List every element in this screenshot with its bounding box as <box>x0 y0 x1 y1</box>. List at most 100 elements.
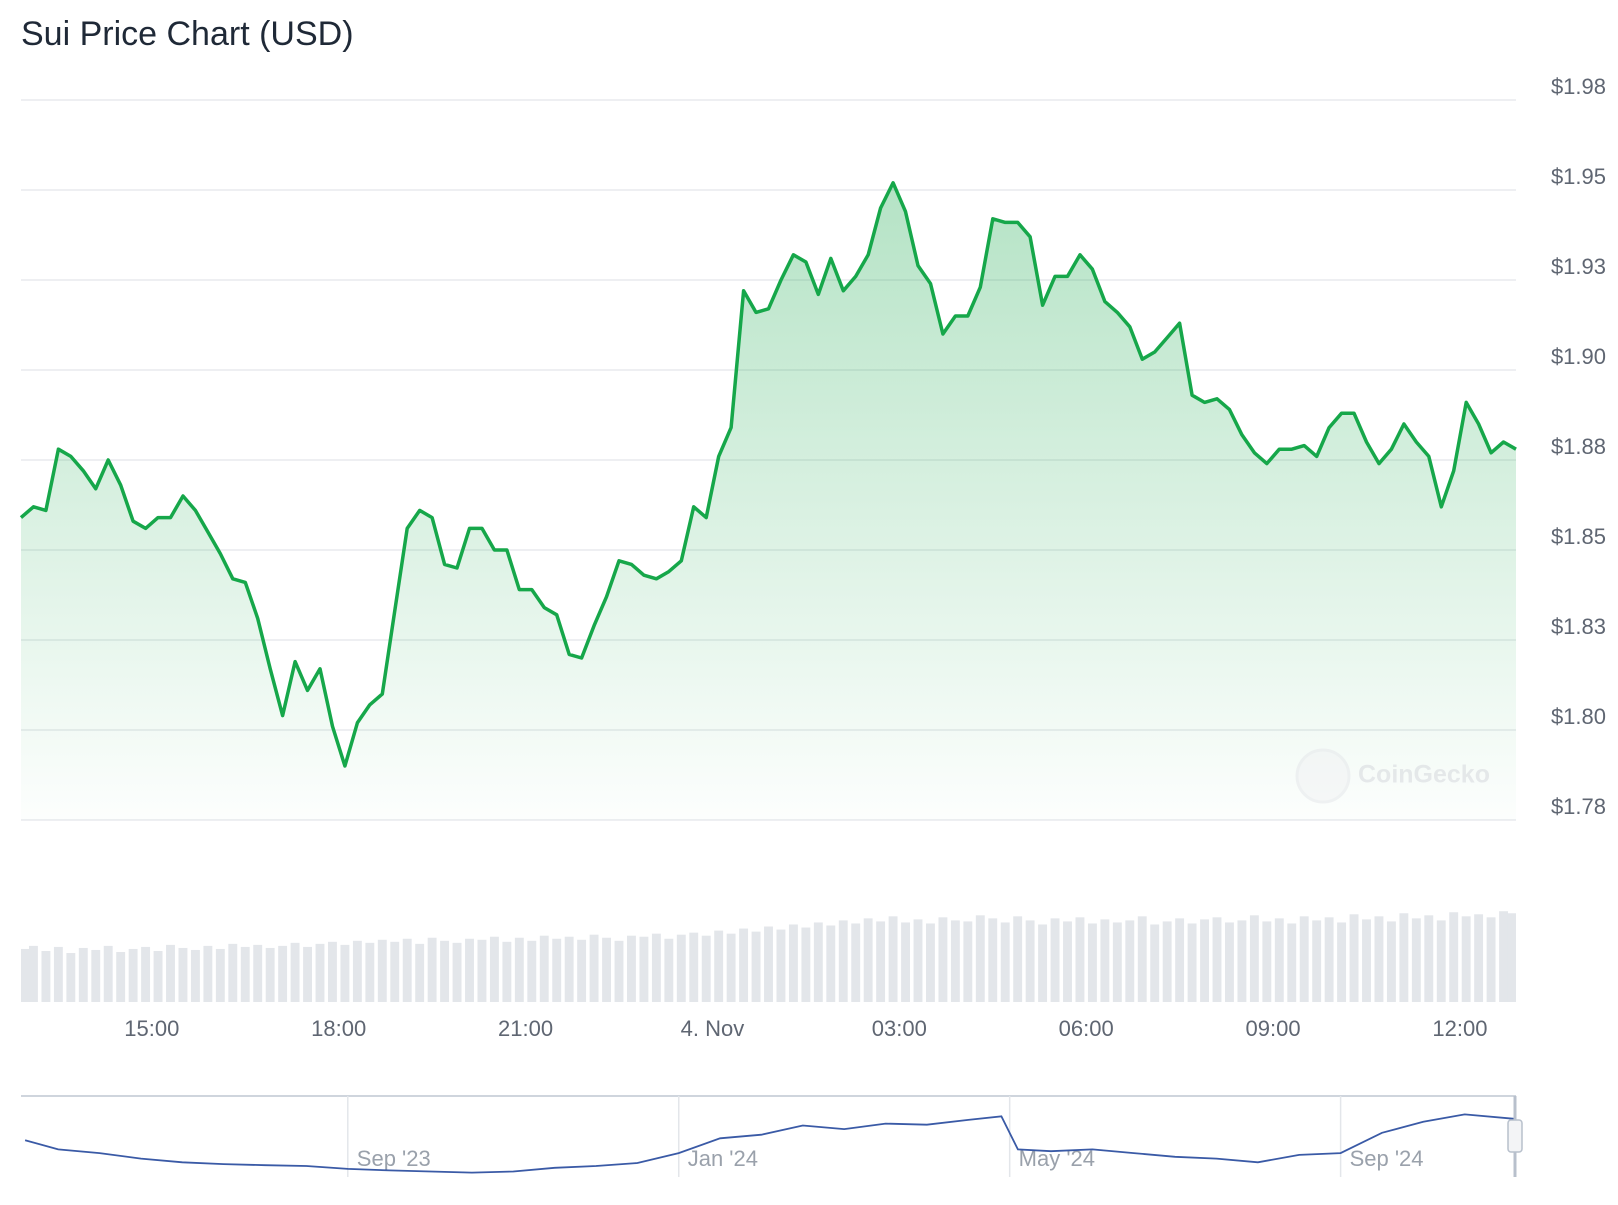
y-tick-label: $1.85 <box>1551 524 1606 549</box>
volume-bar <box>664 938 674 1002</box>
volume-bar <box>1374 916 1384 1002</box>
volume-bar <box>901 922 910 1002</box>
volume-bar <box>1075 917 1085 1002</box>
navigator-tick-label: Jan '24 <box>688 1146 758 1171</box>
volume-bar <box>863 918 873 1002</box>
volume-bar <box>776 929 786 1002</box>
volume-bar <box>228 943 238 1002</box>
x-tick-label: 4. Nov <box>681 1016 745 1041</box>
volume-bar <box>602 937 611 1002</box>
volume-bar <box>477 939 487 1002</box>
x-tick-label: 12:00 <box>1432 1016 1487 1041</box>
volume-bar <box>1087 923 1097 1002</box>
volume-bar <box>1225 922 1234 1002</box>
volume-bar <box>1386 921 1396 1002</box>
volume-bar <box>278 945 288 1002</box>
volume-bar <box>402 938 412 1002</box>
volume-bar <box>1150 924 1160 1002</box>
y-tick-label: $1.78 <box>1551 794 1606 819</box>
volume-bar <box>465 938 474 1002</box>
volume-bar <box>676 934 686 1002</box>
volume-bar <box>1237 920 1247 1002</box>
volume-bar <box>950 920 960 1002</box>
watermark-logo <box>1295 748 1351 804</box>
volume-bar <box>452 942 462 1002</box>
volume-bar <box>1287 923 1297 1002</box>
y-tick-label: $1.90 <box>1551 344 1606 369</box>
volume-bar <box>627 935 636 1002</box>
volume-bar <box>340 944 350 1002</box>
volume-bar <box>851 923 861 1002</box>
volume-bar <box>303 946 312 1002</box>
volume-bar <box>801 927 811 1002</box>
y-tick-label: $1.93 <box>1551 254 1606 279</box>
volume-bar <box>1249 915 1259 1002</box>
volume-bar <box>552 938 562 1002</box>
volume-bar <box>714 930 724 1002</box>
volume-bar <box>651 933 661 1002</box>
volume-bar <box>1449 912 1459 1002</box>
navigator-line <box>24 1113 1515 1174</box>
volume-bar <box>1162 921 1172 1002</box>
chart-title: Sui Price Chart (USD) <box>21 15 354 53</box>
volume-bar <box>1337 922 1347 1002</box>
volume-bar <box>639 936 649 1002</box>
x-tick-label: 06:00 <box>1059 1016 1114 1041</box>
volume-bar <box>1100 919 1110 1002</box>
price-line <box>19 181 1517 768</box>
volume-bar <box>527 940 537 1002</box>
volume-bar <box>926 923 935 1002</box>
volume-bar <box>1399 913 1409 1002</box>
volume-bar <box>938 917 948 1002</box>
volume-bar <box>988 918 998 1002</box>
volume-bar <box>415 943 425 1002</box>
y-tick-label: $1.98 <box>1551 74 1606 99</box>
volume-bar <box>1499 911 1508 1002</box>
volume-bar <box>1175 918 1185 1002</box>
volume-bar <box>813 922 823 1002</box>
volume-bar <box>564 936 574 1002</box>
volume-bar <box>203 945 213 1002</box>
volume-bar <box>1262 921 1272 1002</box>
volume-bar <box>502 941 512 1002</box>
volume-bar <box>78 947 88 1002</box>
volume-bar <box>240 946 250 1002</box>
navigator-handle[interactable] <box>1507 1119 1523 1153</box>
volume-bar <box>577 939 587 1002</box>
volume-bar <box>913 919 923 1002</box>
volume-bar <box>1362 919 1371 1002</box>
volume-bar <box>764 926 773 1002</box>
volume-bar <box>1324 917 1334 1002</box>
volume-bar <box>1038 924 1048 1002</box>
navigator-tick-label: Sep '23 <box>357 1146 431 1171</box>
volume-bar <box>290 942 300 1002</box>
volume-bar <box>91 949 101 1002</box>
volume-bar <box>888 916 898 1002</box>
x-tick-label: 15:00 <box>124 1016 179 1041</box>
volume-bar <box>826 925 836 1002</box>
y-tick-label: $1.95 <box>1551 164 1606 189</box>
volume-bar <box>1486 917 1496 1002</box>
volume-bar <box>726 933 736 1002</box>
volume-bar <box>166 944 175 1002</box>
y-tick-label: $1.88 <box>1551 434 1606 459</box>
volume-bar <box>328 941 337 1002</box>
volume-bar <box>116 952 126 1002</box>
volume-bar <box>489 936 499 1002</box>
watermark-text: CoinGecko <box>1358 761 1490 789</box>
volume-bar <box>739 928 749 1002</box>
volume-bar <box>1507 913 1516 1002</box>
volume-bar <box>41 951 51 1002</box>
volume-bar <box>178 947 188 1002</box>
volume-bar <box>1050 918 1060 1002</box>
volume-bar <box>440 940 450 1002</box>
volume-bar <box>1424 915 1434 1002</box>
volume-bar <box>352 940 362 1002</box>
volume-bar <box>963 921 973 1002</box>
volume-bar <box>190 949 200 1002</box>
volume-bar <box>514 937 524 1002</box>
x-tick-label: 03:00 <box>872 1016 927 1041</box>
volume-bar <box>1025 920 1035 1002</box>
volume-bar <box>788 924 798 1002</box>
